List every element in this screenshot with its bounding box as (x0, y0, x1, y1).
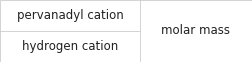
Text: pervanadyl cation: pervanadyl cation (17, 9, 123, 22)
Text: molar mass: molar mass (162, 24, 230, 38)
Text: hydrogen cation: hydrogen cation (22, 40, 118, 53)
